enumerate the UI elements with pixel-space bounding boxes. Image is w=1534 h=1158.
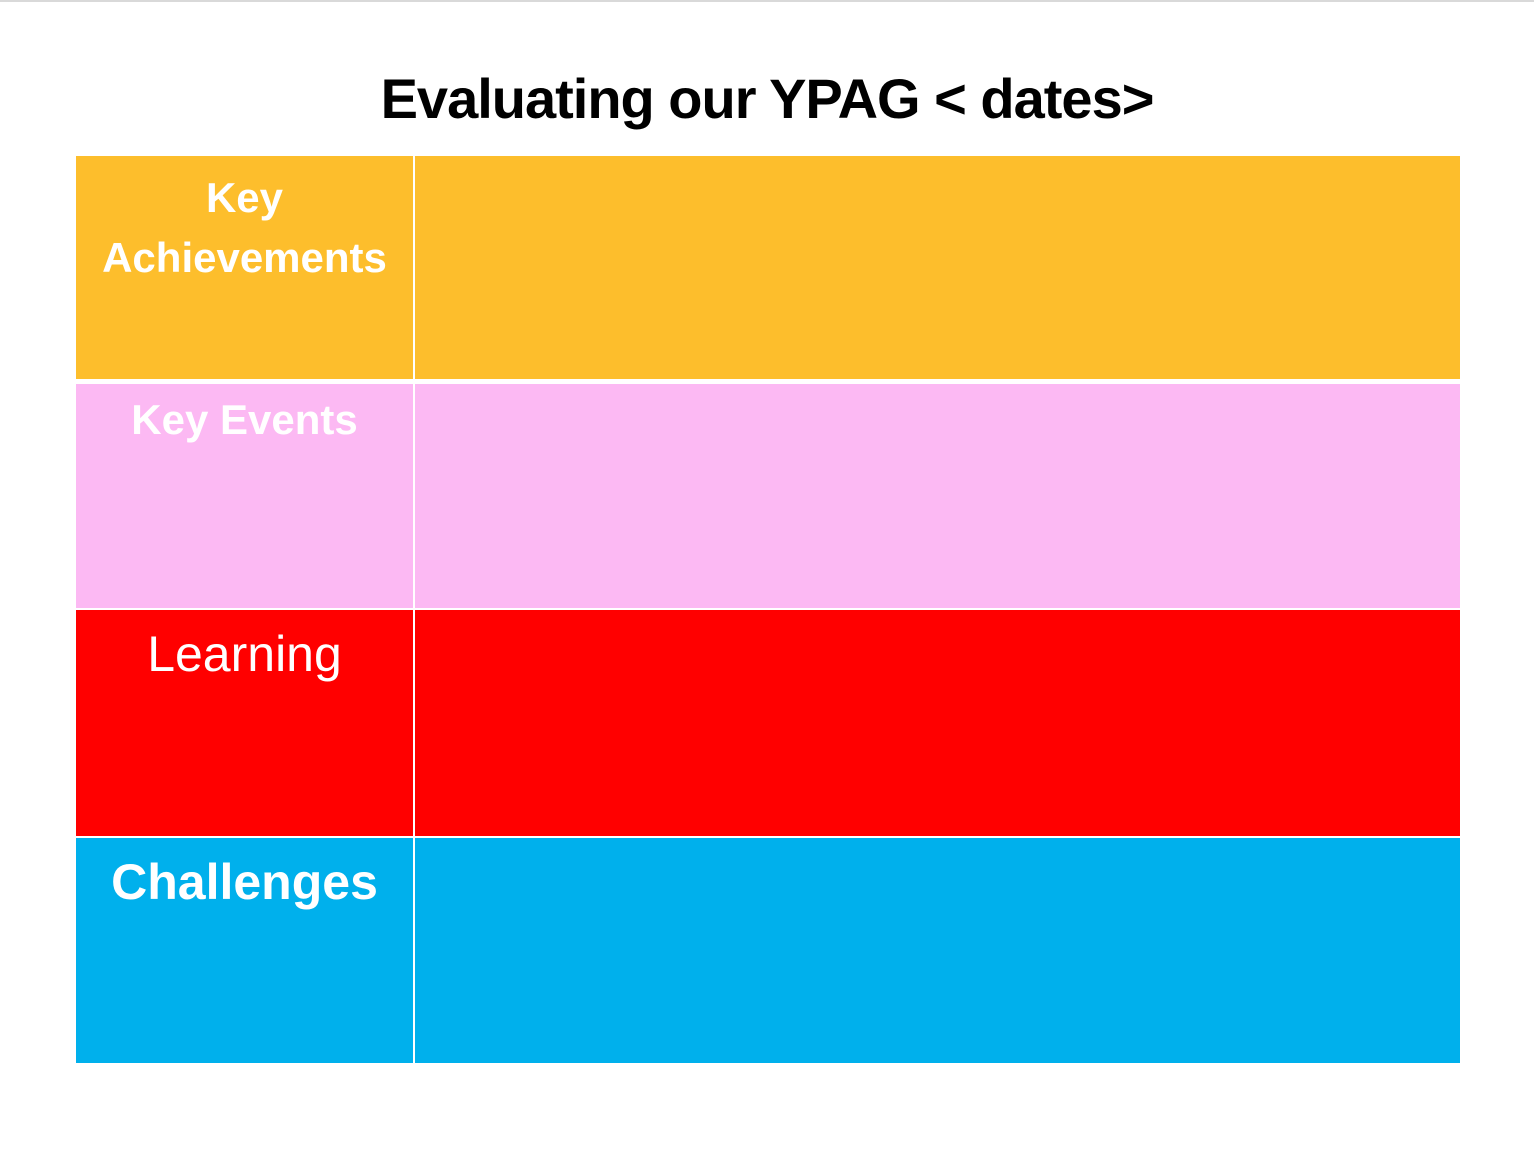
row-challenges: Challenges (76, 838, 1460, 1063)
row-key-events: Key Events (76, 384, 1460, 608)
row-content[interactable] (415, 156, 1460, 379)
row-content[interactable] (415, 610, 1460, 836)
top-border (0, 0, 1534, 2)
row-key-achievements: Key Achievements (76, 156, 1460, 379)
row-content[interactable] (415, 384, 1460, 608)
row-learning: Learning (76, 610, 1460, 836)
row-label: Learning (76, 610, 415, 836)
row-content[interactable] (415, 838, 1460, 1063)
row-label: Challenges (76, 838, 415, 1063)
page-title: Evaluating our YPAG < dates> (380, 67, 1155, 130)
row-label: Key Achievements (76, 156, 415, 379)
row-label: Key Events (76, 384, 415, 608)
